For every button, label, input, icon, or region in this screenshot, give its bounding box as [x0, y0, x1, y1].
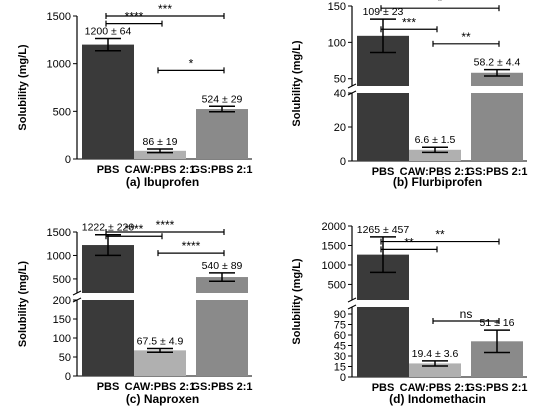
- y-tick-label: 500: [328, 279, 346, 291]
- x-tick-label: PBS: [372, 166, 395, 178]
- panel-caption: (b) Flurbiprofen: [393, 175, 482, 189]
- data-label: 1265 ± 457: [357, 224, 410, 236]
- significance-label: ****: [156, 218, 175, 232]
- panel-caption: (a) Ibuprofen: [126, 175, 199, 189]
- y-tick-label: 45: [334, 341, 346, 353]
- bar: [196, 109, 248, 159]
- chart-panel-1: 0 20 40 50 100 150 Solubility (mg/L) 109 ± 23 PB…: [291, 0, 528, 189]
- significance-label: **: [435, 228, 445, 242]
- y-tick-label: 150: [53, 314, 71, 326]
- data-label: 1222 ± 220: [82, 222, 135, 234]
- axis-break-mark: [347, 83, 357, 89]
- y-tick-label: 150: [328, 1, 346, 13]
- y-tick-label: 50: [334, 74, 346, 86]
- y-axis-label: Solubility (mg/L): [291, 40, 303, 126]
- axis-break-mark: [72, 290, 82, 296]
- bar: [196, 300, 248, 376]
- y-tick-label: 30: [334, 351, 346, 363]
- y-tick-label: 2000: [322, 221, 346, 233]
- significance-label: ***: [158, 2, 172, 16]
- significance-label: **: [404, 235, 414, 249]
- chart-panel-0: 0 500 1000 1500 Solubility (mg/L) 1200 ± 64 PB…: [17, 2, 253, 189]
- y-tick-label: 100: [53, 333, 71, 345]
- x-tick-label: GS:PBS 2:1: [191, 164, 252, 176]
- bar: [409, 363, 461, 377]
- x-tick-label: PBS: [372, 382, 395, 394]
- y-tick-label: 75: [334, 320, 346, 332]
- y-tick-label: 1500: [47, 227, 71, 239]
- y-tick-label: 1000: [322, 260, 346, 272]
- data-label: 1200 ± 64: [85, 25, 132, 37]
- bar: [134, 150, 186, 159]
- y-tick-label: 40: [334, 88, 346, 100]
- y-tick-label: 1500: [47, 11, 71, 23]
- data-label: 67.5 ± 4.9: [137, 335, 184, 347]
- x-tick-label: GS:PBS 2:1: [191, 381, 252, 393]
- y-tick-label: 50: [59, 352, 71, 364]
- axis-break-mark: [72, 297, 82, 303]
- x-tick-label: PBS: [97, 164, 120, 176]
- significance-label: ****: [125, 10, 144, 24]
- data-label: 51 ± 16: [480, 317, 515, 329]
- significance-label: ***: [402, 15, 416, 29]
- y-tick-label: 500: [53, 106, 71, 118]
- y-axis-label: Solubility (mg/L): [17, 44, 29, 130]
- y-tick-label: 60: [334, 330, 346, 342]
- data-label: 524 ± 29: [202, 93, 243, 105]
- bar: [134, 350, 186, 376]
- significance-label: ns: [460, 307, 473, 321]
- y-tick-label: 1000: [47, 250, 71, 262]
- data-label: 540 ± 89: [202, 260, 243, 272]
- y-tick-label: 0: [65, 371, 71, 383]
- axis-break-mark: [347, 90, 357, 96]
- x-tick-label: CAW:PBS 2:1: [125, 164, 196, 176]
- y-tick-label: 0: [340, 372, 346, 384]
- significance-label: **: [461, 30, 471, 44]
- axis-break-mark: [347, 297, 357, 303]
- chart-panel-2: 0 50 100 150 200 500 1000 1500 Solubility (mg/L)…: [17, 218, 253, 406]
- y-tick-label: 100: [328, 37, 346, 49]
- y-tick-label: 15: [334, 362, 346, 374]
- bar: [409, 149, 461, 161]
- bar: [471, 93, 523, 161]
- x-tick-label: CAW:PBS 2:1: [125, 381, 196, 393]
- data-label: 86 ± 19: [143, 136, 178, 148]
- data-label: 6.6 ± 1.5: [415, 134, 456, 146]
- significance-label: *: [438, 0, 443, 8]
- y-axis-label: Solubility (mg/L): [17, 261, 29, 347]
- x-tick-label: GS:PBS 2:1: [466, 382, 527, 394]
- bar: [357, 93, 409, 161]
- data-label: 109 ± 23: [363, 6, 404, 18]
- significance-label: ****: [182, 239, 201, 253]
- y-tick-label: 0: [340, 156, 346, 168]
- x-tick-label: PBS: [97, 381, 120, 393]
- panel-caption: (d) Indomethacin: [389, 392, 486, 406]
- bar: [357, 307, 409, 377]
- x-tick-label: GS:PBS 2:1: [466, 166, 527, 178]
- bar: [82, 300, 134, 376]
- y-tick-label: 0: [65, 154, 71, 166]
- axis-break-mark: [347, 304, 357, 310]
- y-tick-label: 1500: [322, 240, 346, 252]
- x-tick-label: CAW:PBS 2:1: [400, 382, 471, 394]
- y-tick-label: 500: [53, 274, 71, 286]
- panel-caption: (c) Naproxen: [126, 392, 199, 406]
- significance-label: ****: [125, 222, 144, 236]
- data-label: 19.4 ± 3.6: [412, 348, 459, 360]
- bar: [82, 44, 134, 159]
- y-axis-label: Solubility (mg/L): [291, 258, 303, 344]
- y-tick-label: 200: [53, 295, 71, 307]
- data-label: 58.2 ± 4.4: [474, 57, 521, 69]
- y-tick-label: 20: [334, 122, 346, 134]
- y-tick-label: 1000: [47, 59, 71, 71]
- significance-label: *: [189, 56, 194, 70]
- y-tick-label: 90: [334, 309, 346, 321]
- x-tick-label: CAW:PBS 2:1: [400, 166, 471, 178]
